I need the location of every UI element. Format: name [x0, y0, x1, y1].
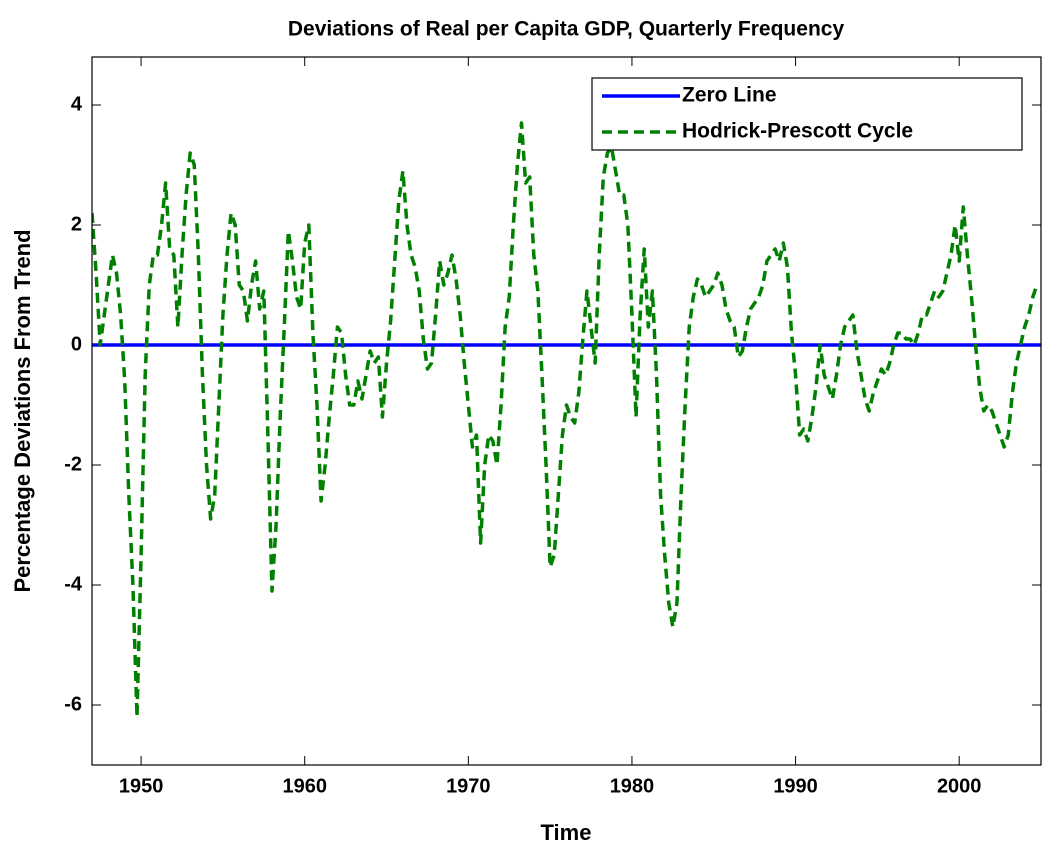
x-tick-label: 2000	[937, 775, 982, 797]
legend-box	[591, 77, 1023, 151]
y-axis-label: Percentage Deviations From Trend	[10, 229, 35, 592]
y-tick-label: 2	[71, 213, 82, 235]
y-tick-label: -4	[64, 573, 83, 595]
x-tick-label: 1960	[282, 775, 327, 797]
legend-label: Hodrick-Prescott Cycle	[682, 120, 913, 143]
chart-title: Deviations of Real per Capita GDP, Quart…	[288, 18, 845, 41]
y-tick-label: -6	[64, 693, 82, 715]
x-tick-label: 1990	[773, 775, 818, 797]
y-tick-label: 0	[71, 333, 82, 355]
x-axis-label: Time	[541, 820, 592, 845]
y-tick-label: -2	[64, 453, 82, 475]
x-tick-label: 1970	[446, 775, 491, 797]
x-tick-label: 1980	[610, 775, 655, 797]
y-tick-label: 4	[71, 93, 83, 115]
data-line	[92, 121, 1039, 719]
x-tick-label: 1950	[119, 775, 164, 797]
legend-label: Zero Line	[682, 84, 777, 107]
plot-frame	[91, 56, 1042, 766]
plot-area	[92, 57, 1041, 765]
